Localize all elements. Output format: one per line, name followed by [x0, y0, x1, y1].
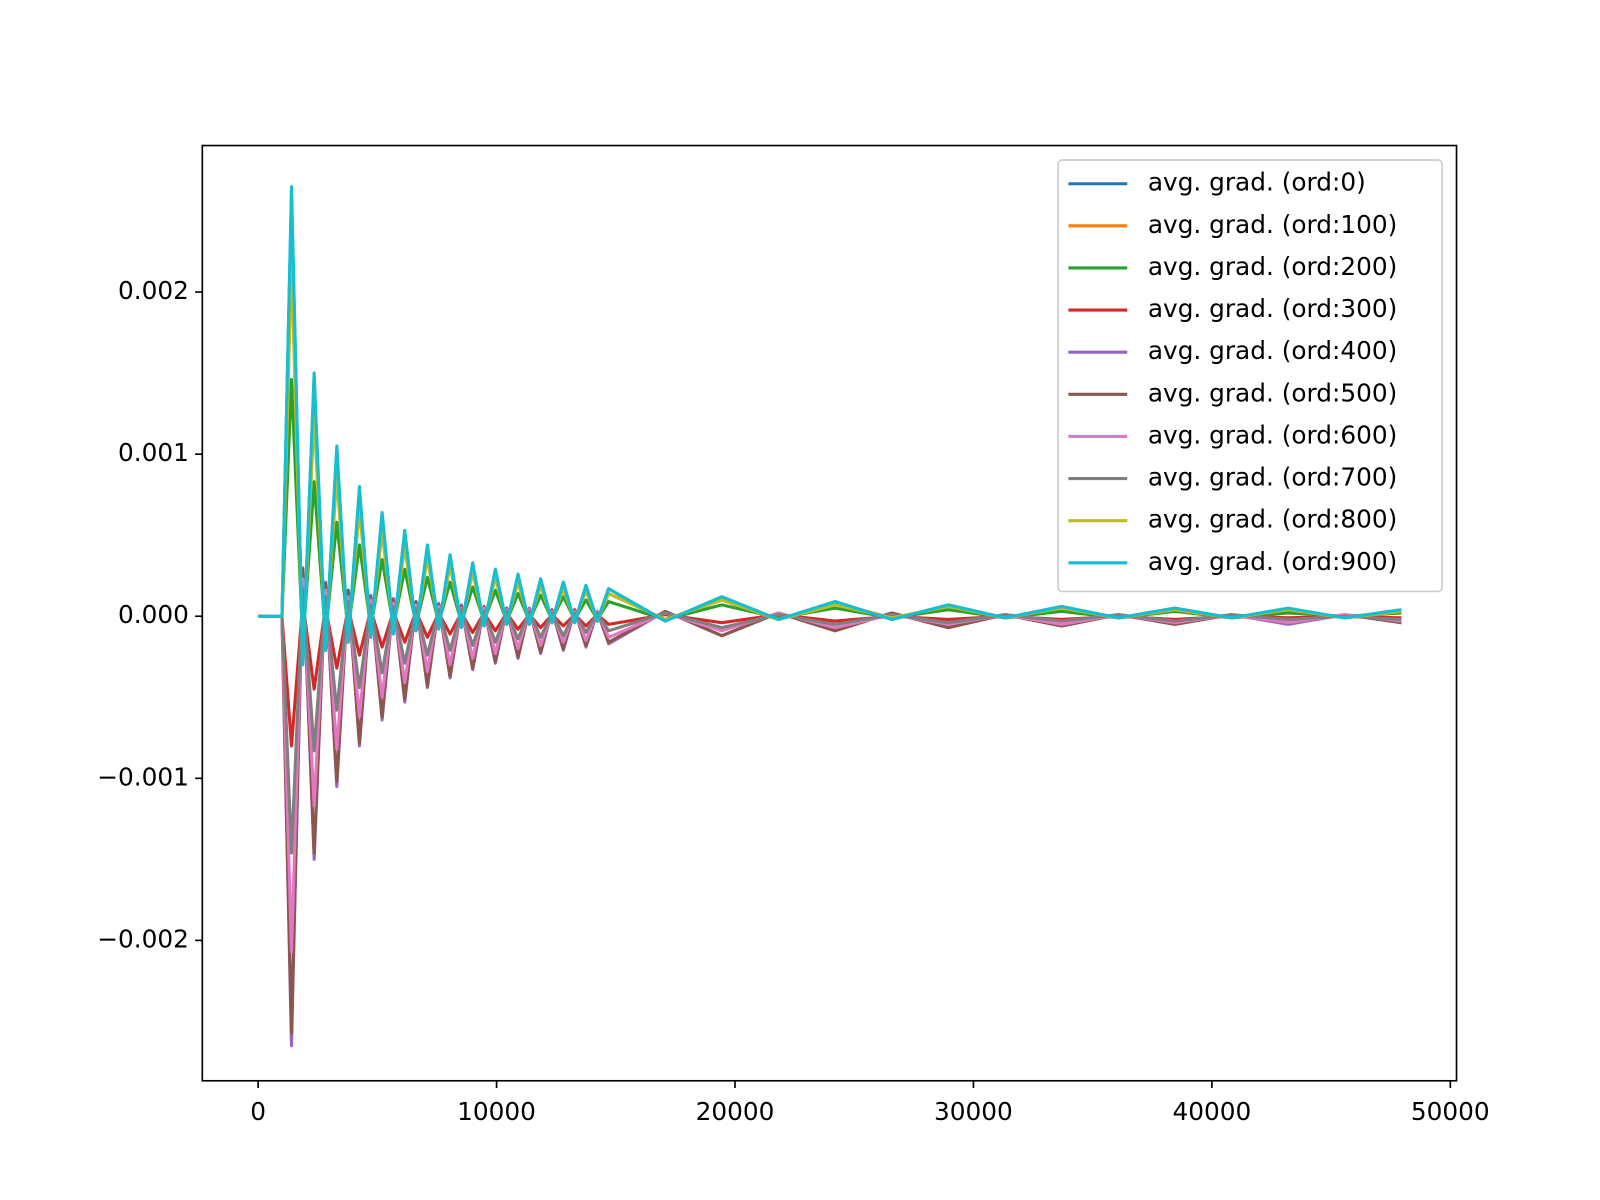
series-group: [258, 185, 1402, 1048]
legend-label: avg. grad. (ord:800): [1148, 505, 1397, 534]
legend-box: [1057, 159, 1443, 593]
x-tick-label: 20000: [696, 1097, 775, 1126]
y-tick-label: 0.002: [118, 276, 189, 305]
legend-label: avg. grad. (ord:0): [1148, 168, 1366, 197]
series-line: [258, 185, 1402, 667]
legend-label: avg. grad. (ord:700): [1148, 463, 1397, 492]
x-tick-label: 30000: [934, 1097, 1013, 1126]
legend-label: avg. grad. (ord:200): [1148, 252, 1397, 281]
x-tick-label: 40000: [1172, 1097, 1251, 1126]
legend-label: avg. grad. (ord:400): [1148, 336, 1397, 365]
x-tick-label: 50000: [1411, 1097, 1490, 1126]
legend-label: avg. grad. (ord:600): [1148, 420, 1397, 449]
legend-label: avg. grad. (ord:100): [1148, 210, 1397, 239]
axes-frame: [201, 144, 1458, 1082]
legend-label: avg. grad. (ord:300): [1148, 294, 1397, 323]
y-tick-label: 0.001: [118, 438, 189, 467]
y-tick-label: −0.002: [97, 924, 189, 953]
y-tick-label: 0.000: [118, 600, 189, 629]
y-tick-label: −0.001: [97, 762, 189, 791]
legend-label: avg. grad. (ord:500): [1148, 378, 1397, 407]
legend-label: avg. grad. (ord:900): [1148, 547, 1397, 576]
x-tick-label: 10000: [457, 1097, 536, 1126]
series-line: [258, 587, 1402, 855]
x-tick-label: 0: [250, 1097, 266, 1126]
